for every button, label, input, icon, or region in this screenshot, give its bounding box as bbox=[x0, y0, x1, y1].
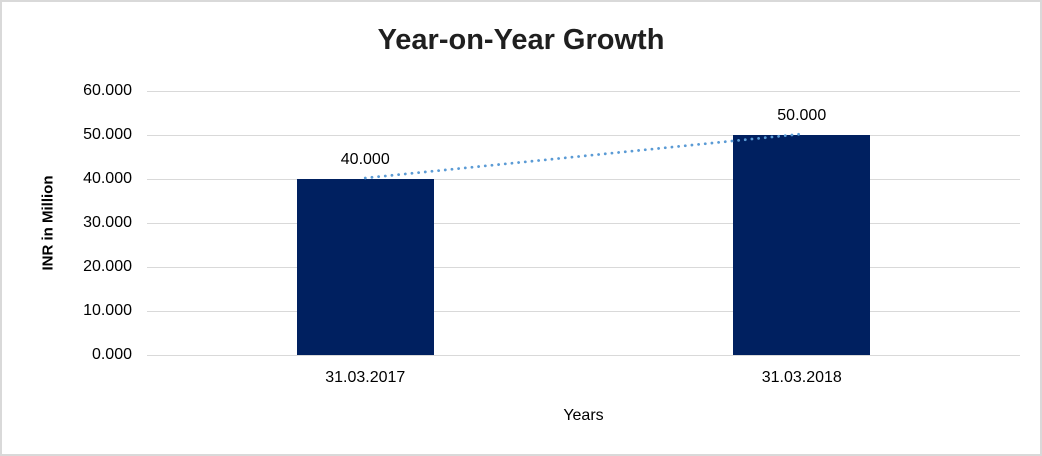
chart-title: Year-on-Year Growth bbox=[377, 24, 665, 56]
y-tick-label: 60.000 bbox=[83, 82, 132, 99]
plot-area bbox=[147, 90, 1020, 356]
x-tick-label: 31.03.2018 bbox=[761, 369, 842, 386]
data-label: 40.000 bbox=[340, 151, 390, 168]
gridline bbox=[147, 222, 1020, 224]
bar-31.03.2018 bbox=[733, 135, 871, 355]
gridline bbox=[147, 90, 1020, 92]
gridline bbox=[147, 310, 1020, 312]
gridline bbox=[147, 266, 1020, 268]
data-label: 50.000 bbox=[777, 107, 827, 124]
y-tick-label: 0.000 bbox=[91, 346, 132, 363]
y-tick-label: 40.000 bbox=[83, 170, 132, 187]
y-tick-label: 10.000 bbox=[83, 302, 132, 319]
x-axis-title: Years bbox=[563, 407, 604, 424]
bar-31.03.2017 bbox=[296, 179, 434, 355]
gridline bbox=[147, 178, 1020, 180]
y-tick-label: 30.000 bbox=[83, 214, 132, 231]
x-axis-line bbox=[147, 354, 1020, 356]
gridline bbox=[147, 134, 1020, 136]
y-tick-label: 50.000 bbox=[83, 126, 132, 143]
x-tick-label: 31.03.2017 bbox=[325, 369, 406, 386]
y-tick-label: 20.000 bbox=[83, 258, 132, 275]
